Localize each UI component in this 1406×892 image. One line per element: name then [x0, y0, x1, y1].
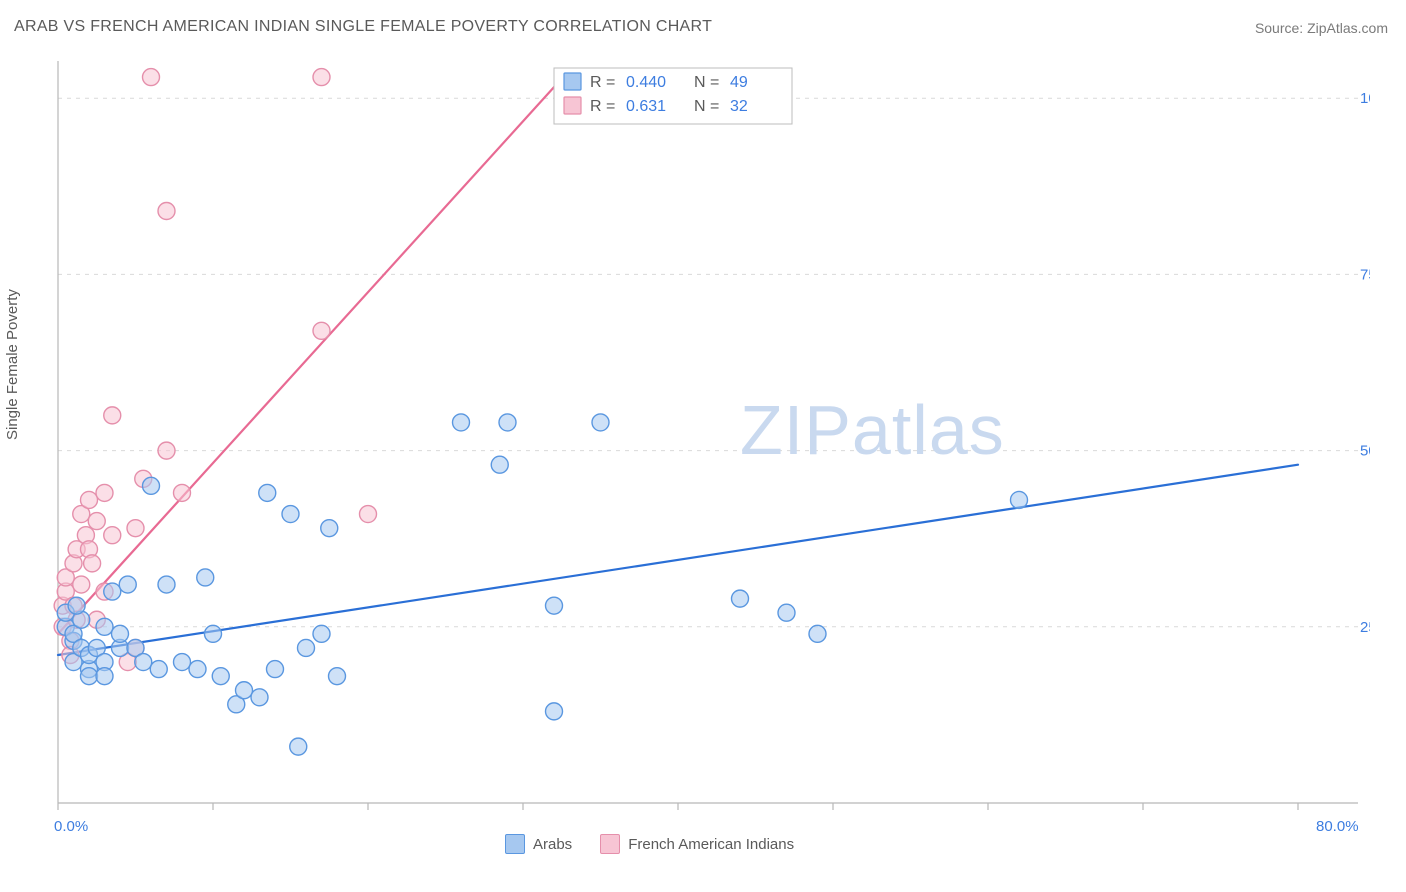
source-link[interactable]: ZipAtlas.com [1307, 20, 1388, 36]
corr-box-text: 49 [730, 74, 748, 91]
arabs-point [592, 414, 609, 431]
french-point [104, 527, 121, 544]
arabs-point [68, 597, 85, 614]
legend-label: Arabs [533, 836, 572, 853]
french-point [73, 576, 90, 593]
arabs-point [329, 668, 346, 685]
x-tick-label-max: 80.0% [1316, 818, 1359, 835]
corr-box-text: 0.631 [626, 98, 666, 115]
arabs-point [298, 639, 315, 656]
arabs-point [290, 738, 307, 755]
y-tick-label: 50.0% [1360, 443, 1370, 460]
french-trend-line [58, 70, 570, 634]
french-point [84, 555, 101, 572]
arabs-point [259, 484, 276, 501]
legend-label: French American Indians [628, 836, 794, 853]
bottom-legend: Arabs French American Indians [505, 834, 794, 854]
corr-box-text: R = [590, 74, 615, 91]
corr-box-text: 0.440 [626, 74, 666, 91]
arabs-point [251, 689, 268, 706]
french-point [143, 69, 160, 86]
arabs-point [143, 477, 160, 494]
arabs-point [267, 661, 284, 678]
french-point [360, 506, 377, 523]
arabs-point [205, 625, 222, 642]
y-tick-label: 25.0% [1360, 619, 1370, 636]
arabs-point [96, 668, 113, 685]
legend-swatch [600, 834, 620, 854]
watermark: ZIPatlas [740, 390, 1005, 470]
arabs-point [119, 576, 136, 593]
french-point [313, 69, 330, 86]
arabs-point [491, 456, 508, 473]
legend-item: Arabs [505, 834, 572, 854]
corr-box-text: N = [694, 98, 719, 115]
y-axis-label: Single Female Poverty [4, 289, 21, 440]
french-point [96, 484, 113, 501]
scatter-chart: 25.0% 50.0% 75.0% 100.0% 0.0% 80.0% R = 0.440 N … [50, 55, 1370, 845]
arabs-point [546, 597, 563, 614]
corr-box-text: R = [590, 98, 615, 115]
arabs-point [197, 569, 214, 586]
y-tick-label: 100.0% [1360, 90, 1370, 107]
arabs-point [189, 661, 206, 678]
source-attribution: Source: ZipAtlas.com [1255, 20, 1388, 36]
arabs-point [313, 625, 330, 642]
y-tick-label: 75.0% [1360, 266, 1370, 283]
arabs-point [174, 654, 191, 671]
arabs-point [1011, 491, 1028, 508]
legend-swatch [505, 834, 525, 854]
corr-box-text: 32 [730, 98, 748, 115]
chart-title: ARAB VS FRENCH AMERICAN INDIAN SINGLE FE… [14, 18, 712, 36]
arabs-point [212, 668, 229, 685]
french-point [313, 322, 330, 339]
source-label: Source: [1255, 20, 1303, 36]
arabs-point [282, 506, 299, 523]
french-point [158, 203, 175, 220]
corr-box-text: N = [694, 74, 719, 91]
plot-area: 25.0% 50.0% 75.0% 100.0% 0.0% 80.0% R = 0.440 N … [50, 55, 1370, 845]
arabs-point [104, 583, 121, 600]
arabs-point [96, 618, 113, 635]
arabs-point [499, 414, 516, 431]
arabs-point [236, 682, 253, 699]
arabs-point [732, 590, 749, 607]
french-point [104, 407, 121, 424]
arabs-point [453, 414, 470, 431]
arabs-point [546, 703, 563, 720]
french-point [174, 484, 191, 501]
arabs-point [321, 520, 338, 537]
french-point [127, 520, 144, 537]
arabs-point [135, 654, 152, 671]
arabs-point [112, 625, 129, 642]
french-point [81, 491, 98, 508]
arabs-point [158, 576, 175, 593]
arabs-point [81, 668, 98, 685]
french-point [88, 513, 105, 530]
x-tick-label-min: 0.0% [54, 818, 88, 835]
arabs-point [809, 625, 826, 642]
french-point [158, 442, 175, 459]
arabs-point [150, 661, 167, 678]
arabs-point [778, 604, 795, 621]
legend-item: French American Indians [600, 834, 794, 854]
